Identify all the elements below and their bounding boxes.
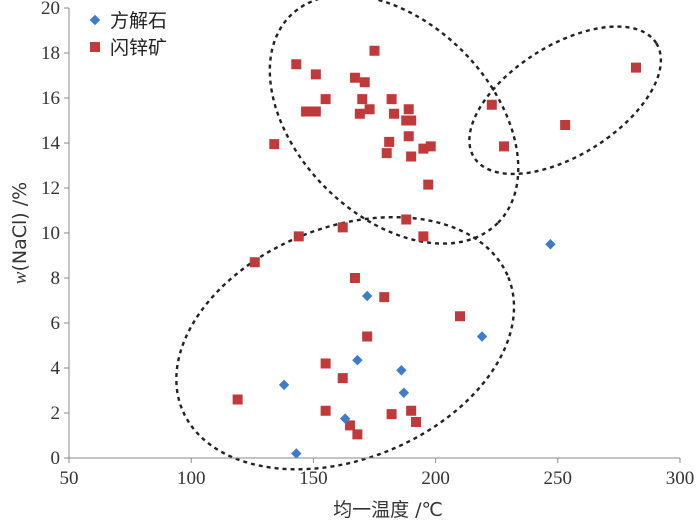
sphalerite-point <box>352 429 363 440</box>
legend-label: 方解石 <box>110 10 167 32</box>
sphalerite-point <box>386 94 397 105</box>
calcite-point <box>361 290 373 302</box>
cluster-ellipse <box>175 216 516 471</box>
y-axis-title-text: (NaCl) /% <box>9 182 31 272</box>
sphalerite-point <box>362 331 373 342</box>
cluster-ellipse <box>468 25 663 176</box>
x-tick-label: 50 <box>60 468 79 489</box>
y-tick-label: 18 <box>41 43 60 64</box>
sphalerite-point <box>359 77 370 88</box>
sphalerite-point <box>389 108 400 119</box>
calcite-point <box>339 413 351 424</box>
sphalerite-point <box>291 59 302 70</box>
sphalerite-point <box>499 141 510 152</box>
tick-labels: 50 100 150 200 250 300 0 2 4 6 8 10 12 14 16 18 20 <box>41 0 694 489</box>
calcite-point <box>291 448 302 459</box>
sphalerite-point <box>369 45 380 56</box>
sphalerite-point <box>364 104 375 115</box>
sphalerite-point <box>406 151 417 162</box>
sphalerite-point <box>406 405 417 416</box>
svg-text:w(NaCl) /%: w(NaCl) /% <box>9 182 31 284</box>
calcite-point <box>545 239 556 250</box>
sphalerite-point <box>310 69 321 80</box>
sphalerite-point <box>301 106 312 117</box>
sphalerite-point <box>381 148 392 159</box>
sphalerite-point <box>320 358 331 369</box>
cluster-ellipse <box>268 0 520 245</box>
sphalerite-point <box>403 104 414 115</box>
x-tick-label: 250 <box>544 468 573 489</box>
sphalerite-point <box>418 143 429 154</box>
data-points <box>232 45 642 459</box>
sphalerite-point <box>403 131 414 142</box>
sphalerite-point <box>232 394 243 405</box>
sphalerite-point <box>249 257 260 268</box>
sphalerite-point <box>386 409 397 420</box>
y-tick-label: 0 <box>51 448 61 469</box>
calcite-point <box>278 379 290 391</box>
calcite-point <box>352 354 363 366</box>
calcite-point <box>398 387 410 398</box>
sphalerite-point <box>310 106 321 117</box>
x-tick-label: 200 <box>421 468 450 489</box>
axes <box>64 7 681 463</box>
y-tick-label: 10 <box>41 223 60 244</box>
y-tick-label: 4 <box>51 358 61 379</box>
sphalerite-point <box>406 115 417 126</box>
y-axis-title-variable: w <box>10 271 31 284</box>
sphalerite-point <box>349 72 360 83</box>
sphalerite-point <box>357 94 368 105</box>
x-tick-label: 100 <box>177 468 206 489</box>
sphalerite-point <box>337 373 348 384</box>
sphalerite-point <box>455 311 466 322</box>
x-tick-label: 300 <box>666 468 695 489</box>
cluster-ellipses <box>175 0 663 471</box>
sphalerite-point <box>411 417 422 427</box>
legend-label: 闪锌矿 <box>110 37 167 59</box>
y-tick-label: 8 <box>51 268 61 289</box>
sphalerite-point <box>401 214 412 225</box>
sphalerite-point <box>293 231 304 242</box>
sphalerite-point <box>560 120 571 130</box>
sphalerite-point <box>349 273 360 283</box>
sphalerite-point <box>269 139 280 150</box>
sphalerite-point <box>631 62 642 73</box>
y-axis-title: w(NaCl) /% <box>9 182 31 284</box>
calcite-point <box>396 365 407 376</box>
sphalerite-point <box>345 420 356 431</box>
sphalerite-point <box>423 179 434 190</box>
y-tick-label: 2 <box>51 403 61 424</box>
y-tick-label: 14 <box>41 133 61 154</box>
x-axis-title: 均一温度 /℃ <box>333 499 443 521</box>
sphalerite-point <box>337 222 348 233</box>
legend-marker-sphalerite <box>90 42 100 52</box>
sphalerite-point <box>418 231 429 242</box>
sphalerite-point <box>320 94 331 105</box>
sphalerite-point <box>354 108 365 119</box>
sphalerite-point <box>486 99 497 110</box>
sphalerite-point <box>384 136 395 147</box>
sphalerite-point <box>379 292 390 303</box>
y-tick-label: 16 <box>41 88 60 109</box>
legend-marker-calcite <box>89 14 101 26</box>
calcite-point <box>476 331 488 342</box>
y-tick-label: 12 <box>41 178 60 199</box>
sphalerite-point <box>425 141 436 152</box>
sphalerite-point <box>320 405 331 416</box>
y-tick-label: 6 <box>51 313 61 334</box>
x-tick-label: 150 <box>299 468 328 489</box>
y-tick-label: 20 <box>41 0 60 19</box>
